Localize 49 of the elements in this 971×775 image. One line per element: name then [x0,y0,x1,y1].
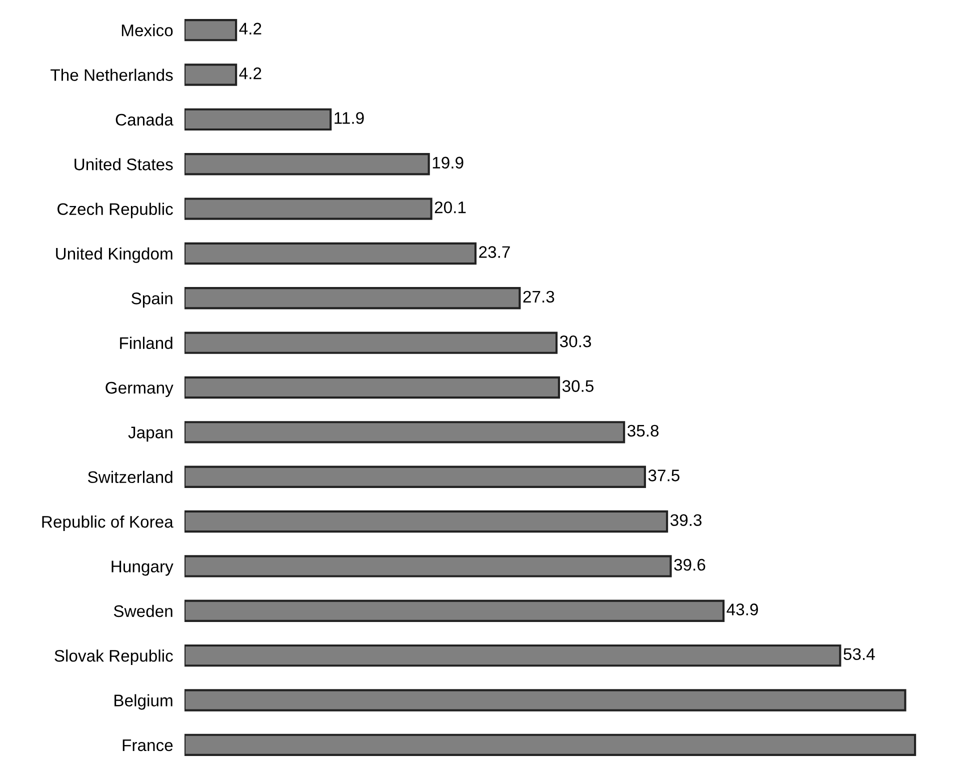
data-label: 39.6 [674,558,706,571]
data-label: 19.9 [432,156,464,169]
bar [184,600,725,622]
data-label: 35.8 [627,424,659,437]
bar [184,421,626,444]
bar [184,555,672,578]
data-label: 4.2 [239,67,262,80]
data-label: 43.9 [726,604,758,616]
bar [184,242,477,265]
data-label: 39.3 [670,514,702,526]
y-tick-label: Slovak Republic [54,650,173,666]
bar [184,644,842,667]
bar [184,689,906,712]
y-tick-label: The Netherlands [50,68,173,81]
data-label: 53.4 [844,648,875,660]
y-tick-label: United States [74,158,173,170]
bar [184,287,521,310]
data-label: 37.5 [648,470,680,482]
data-label: 20.1 [434,201,466,214]
data-label: 4.2 [239,22,262,34]
y-tick-label: Mexico [122,24,173,36]
y-tick-label: Japan [128,426,172,442]
data-label: 27.3 [523,290,554,303]
data-label: 23.7 [479,246,510,258]
bar [184,198,432,220]
y-tick-label: Republic of Korea [42,515,174,532]
bar [184,108,332,131]
bar [184,376,560,399]
data-label: 30.5 [562,380,594,392]
bar [184,510,668,533]
y-tick-label: Spain [132,292,172,308]
y-tick-label: Hungary [112,560,174,576]
y-tick-label: Canada [116,113,174,126]
data-label: 30.3 [560,335,592,348]
y-tick-label: United Kingdom [56,247,172,263]
y-tick-label: Czech Republic [58,202,173,218]
y-tick-label: Sweden [114,604,172,618]
data-label: 11.9 [334,112,364,124]
bar [184,734,916,756]
bar [184,18,238,42]
bar [184,332,558,354]
bar [184,64,238,86]
y-tick-label: Belgium [114,694,172,710]
y-tick-label: France [122,739,173,752]
y-tick-label: Finland [120,336,172,350]
bar [184,466,646,488]
y-tick-label: Switzerland [88,470,172,484]
bar [184,153,430,176]
y-tick-label: Germany [106,382,174,397]
